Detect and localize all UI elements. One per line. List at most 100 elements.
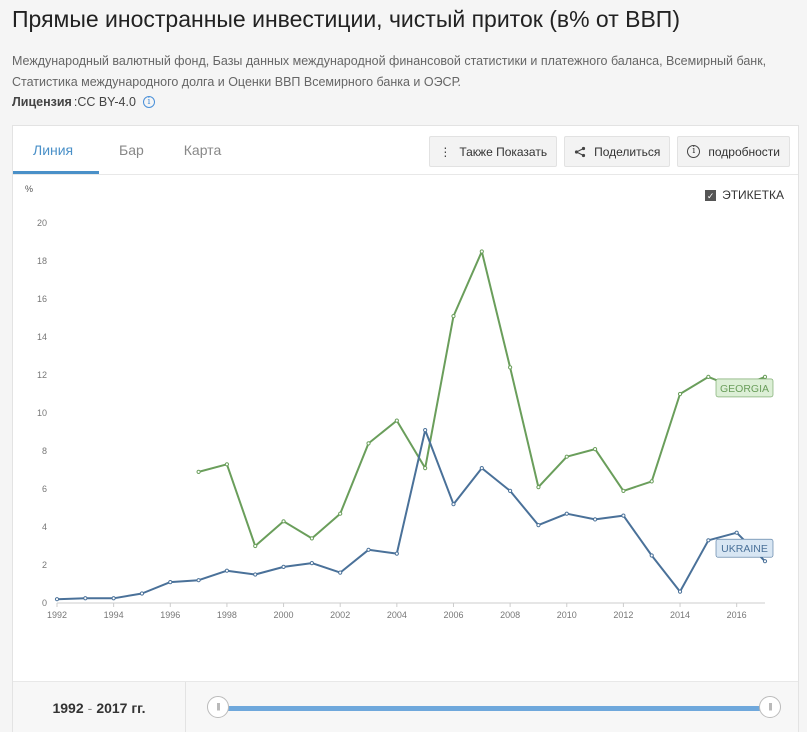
data-point-ukraine (196, 578, 201, 583)
tab-bar[interactable]: Бар (119, 142, 144, 158)
data-point-georgia (394, 418, 399, 423)
tab-map[interactable]: Карта (183, 142, 222, 158)
data-point-georgia (479, 249, 484, 254)
tab-line[interactable]: Линия (13, 126, 99, 174)
year-range-label: 1992 - 2017 гг. (13, 682, 186, 732)
data-point-ukraine (706, 538, 711, 543)
data-point-georgia (762, 374, 768, 379)
data-point-ukraine (536, 523, 541, 528)
data-point-ukraine (54, 597, 60, 602)
y-tick-label: 6 (42, 484, 47, 494)
y-tick-label: 0 (42, 598, 47, 608)
data-point-ukraine (394, 551, 399, 556)
x-tick-label: 2004 (387, 610, 407, 620)
data-point-georgia (508, 365, 513, 370)
data-point-ukraine (366, 547, 371, 552)
data-point-georgia (621, 488, 626, 493)
line-chart: % 0 2 4 6 8 10 12 14 16 18 20 1992 1994 1996 1998 2000 20… (25, 184, 774, 620)
data-point-ukraine (111, 596, 116, 601)
y-tick-label: 14 (37, 332, 47, 342)
data-point-georgia (592, 447, 598, 452)
y-tick-label: 2 (42, 560, 47, 570)
data-point-ukraine (592, 517, 598, 522)
data-point-georgia (253, 543, 258, 549)
tabs-divider (13, 174, 798, 175)
range-start-handle[interactable]: ||| (207, 696, 229, 718)
share-icon (574, 146, 586, 157)
x-tick-label: 2010 (557, 610, 577, 620)
data-point-georgia (366, 441, 371, 446)
label-toggle-text: ЭТИКЕТКА (722, 188, 784, 202)
data-point-georgia (224, 462, 230, 467)
data-point-georgia (338, 511, 343, 516)
x-tick-label: 1996 (160, 610, 180, 620)
year-range-bar: 1992 - 2017 гг. ||| ||| (13, 681, 798, 732)
details-label: подробности (708, 144, 780, 159)
series-label-ukraine: UKRAINE (721, 543, 768, 555)
x-tick-label: 1998 (217, 610, 237, 620)
y-tick-label: 8 (42, 446, 47, 456)
series-line-ukraine (56, 429, 766, 601)
label-checkbox[interactable]: ✓ (705, 189, 717, 201)
data-point-georgia (649, 479, 654, 484)
y-tick-label: 20 (37, 218, 47, 228)
range-end: 2017 гг. (96, 699, 146, 716)
data-point-georgia (706, 374, 711, 379)
range-separator: - (87, 699, 93, 716)
license-row: Лицензия :CC BY-4.0 i (12, 95, 155, 109)
also-show-label: Также Показать (459, 144, 548, 159)
info-icon[interactable]: i (142, 96, 155, 108)
chart-panel: Линия Бар Карта ⋮ Также Показать Поделит… (12, 125, 799, 732)
data-point-ukraine (281, 564, 286, 569)
range-start: 1992 (52, 699, 84, 716)
series-line-georgia (198, 250, 766, 547)
data-point-ukraine (508, 488, 513, 493)
series-label-box-georgia (715, 378, 774, 398)
data-point-georgia (536, 485, 541, 490)
chart-tabs: Линия Бар Карта (13, 126, 241, 174)
share-label: Поделиться (594, 144, 661, 159)
x-tick-label: 1994 (104, 610, 124, 620)
data-point-georgia (423, 466, 428, 471)
data-point-ukraine (83, 596, 88, 601)
data-point-ukraine (309, 561, 314, 566)
data-point-georgia (196, 469, 201, 474)
data-point-ukraine (253, 572, 258, 577)
details-button[interactable]: i подробности (677, 136, 790, 167)
x-tick-label: 2008 (500, 610, 520, 620)
share-button[interactable]: Поделиться (564, 136, 671, 167)
label-toggle[interactable]: ✓ ЭТИКЕТКА (705, 188, 784, 202)
data-point-georgia (309, 536, 314, 541)
x-tick-label: 2000 (274, 610, 294, 620)
x-tick-label: 2002 (330, 610, 350, 620)
license-label: Лицензия (12, 95, 72, 109)
info-circle-icon: i (687, 145, 701, 158)
x-tick-label: 1992 (47, 610, 67, 620)
data-point-ukraine (139, 591, 145, 596)
data-point-ukraine (423, 428, 428, 433)
series-label-georgia: GEORGIA (720, 383, 769, 395)
page-title: Прямые иностранные инвестиции, чистый пр… (12, 6, 680, 32)
data-point-ukraine (677, 589, 683, 594)
license-value: :CC BY-4.0 (73, 95, 136, 109)
data-point-ukraine (451, 502, 456, 507)
series-label-box-ukraine (715, 538, 774, 558)
data-point-georgia (564, 454, 569, 459)
y-tick-label: 16 (37, 294, 47, 304)
data-point-ukraine (168, 580, 173, 585)
y-tick-label: 4 (42, 522, 47, 532)
y-tick-label: 18 (37, 256, 47, 266)
y-tick-label: 12 (37, 370, 47, 380)
data-point-georgia (677, 391, 683, 397)
x-tick-label: 2016 (727, 610, 747, 620)
x-tick-label: 2012 (613, 610, 633, 620)
range-slider-track[interactable] (218, 706, 771, 711)
range-end-handle[interactable]: ||| (759, 696, 781, 718)
data-point-ukraine (649, 553, 654, 558)
also-show-button[interactable]: ⋮ Также Показать (429, 136, 558, 167)
x-tick-label: 2014 (670, 610, 690, 620)
data-point-ukraine (621, 513, 626, 518)
toolbar: ⋮ Также Показать Поделиться i подробност… (429, 136, 790, 167)
data-point-georgia (451, 314, 456, 319)
data-point-ukraine (224, 568, 230, 573)
